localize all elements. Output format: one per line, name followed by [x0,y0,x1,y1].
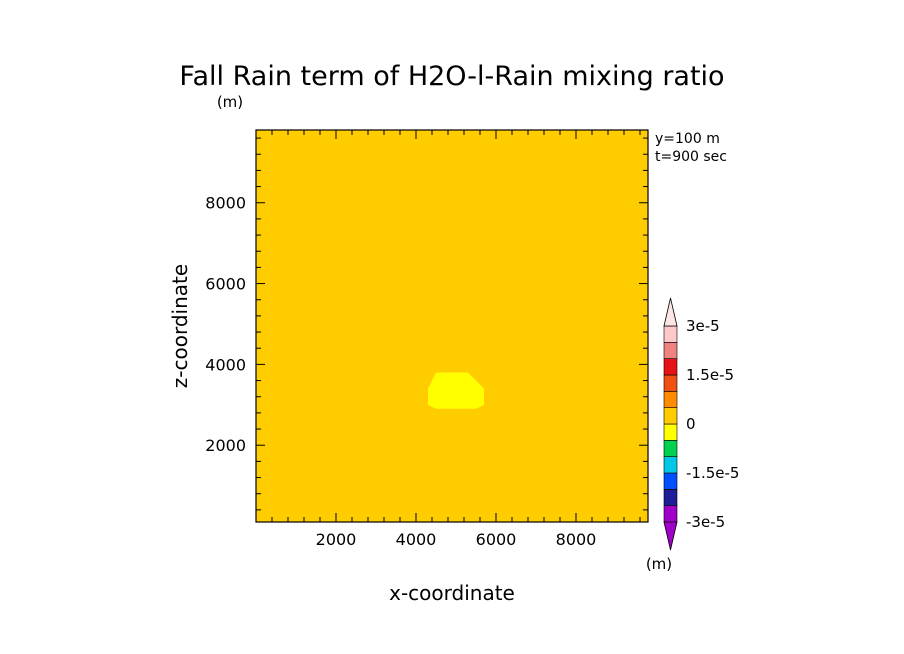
colorbar-tick-label: -1.5e-5 [686,464,739,482]
x-axis-label: x-coordinate [389,581,515,605]
y-tick-label: 2000 [205,436,246,455]
colorbar-swatch [663,505,678,523]
colorbar-under-triangle [663,521,678,551]
colorbar-swatch [663,472,678,490]
anomaly-contour [428,372,484,409]
y-tick-label: 8000 [205,194,246,213]
y-unit-label: (m) [217,93,243,111]
colorbar-swatch [663,391,678,408]
plot-frame [255,129,649,523]
x-tick-label: 2000 [316,530,357,549]
info-line-y: y=100 m [655,131,720,147]
colorbar-swatch [663,342,678,359]
y-tick-label: 4000 [205,355,246,374]
info-line-t: t=900 sec [655,149,727,165]
plot-area: 2000 4000 6000 8000 2000 4000 6000 8000 [205,129,649,549]
x-tick-label: 6000 [476,530,517,549]
y-tick-label: 6000 [205,275,246,294]
colorbar-swatch [663,325,678,343]
colorbar-unit-label: (m) [646,555,672,573]
chart-title: Fall Rain term of H2O-l-Rain mixing rati… [179,61,724,92]
x-tick-label: 4000 [396,530,437,549]
colorbar-swatch [663,489,678,506]
colorbar-tick-label: 0 [686,415,696,433]
colorbar-tick-label: 3e-5 [686,317,720,335]
colorbar-tick-label: 1.5e-5 [686,366,734,384]
colorbar-swatch [663,358,678,376]
colorbar-over-triangle [663,297,678,327]
colorbar-swatch [663,374,678,392]
x-tick-label: 8000 [556,530,597,549]
colorbar-swatch [663,423,678,441]
colorbar-swatch [663,407,678,425]
colorbar: 3e-5 1.5e-5 0 -1.5e-5 -3e-5 [663,297,739,551]
colorbar-swatch [663,456,678,474]
y-axis-label: z-coordinate [168,264,192,388]
field-background [256,130,648,522]
colorbar-tick-label: -3e-5 [686,513,725,531]
colorbar-swatch [663,440,678,457]
